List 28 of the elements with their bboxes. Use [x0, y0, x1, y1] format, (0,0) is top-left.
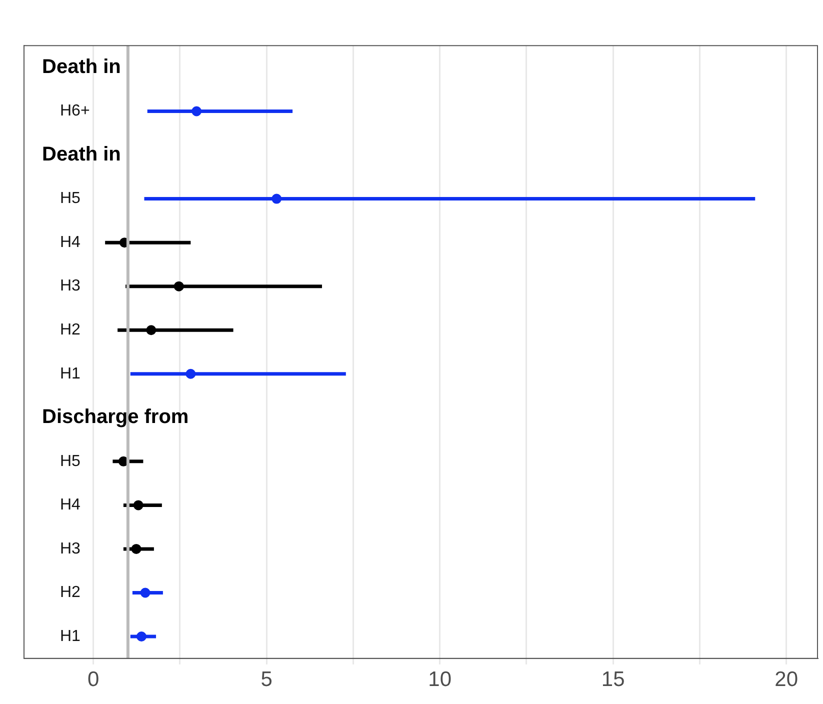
y-tick-label: H1: [60, 628, 81, 645]
point: [272, 194, 282, 204]
y-tick-label: H3: [60, 540, 81, 558]
y-tick-label: H5: [60, 190, 81, 208]
y-tick-label: H4: [60, 496, 81, 514]
annotation: Death in: [42, 56, 121, 78]
point: [192, 106, 202, 116]
annotation: Death in: [42, 144, 121, 166]
y-tick-label: H6+: [60, 102, 90, 120]
point: [186, 368, 196, 379]
point: [174, 281, 184, 292]
annotation: Discharge from: [42, 406, 189, 428]
point: [131, 544, 142, 554]
x-tick-label: 5: [260, 668, 272, 691]
y-tick-label: H1: [60, 365, 81, 382]
point: [133, 500, 144, 510]
y-tick-label: H2: [60, 584, 81, 602]
y-tick-label: H3: [60, 278, 81, 295]
x-tick-label: 20: [774, 668, 798, 691]
x-tick-label: 10: [428, 668, 452, 691]
point: [136, 632, 146, 642]
y-tick-label: H2: [60, 322, 81, 339]
y-tick-label: H4: [60, 234, 81, 251]
point: [140, 588, 150, 598]
x-tick-label: 0: [87, 668, 100, 691]
point: [146, 325, 156, 336]
y-tick-label: H5: [60, 452, 81, 470]
x-tick-label: 15: [601, 668, 625, 691]
